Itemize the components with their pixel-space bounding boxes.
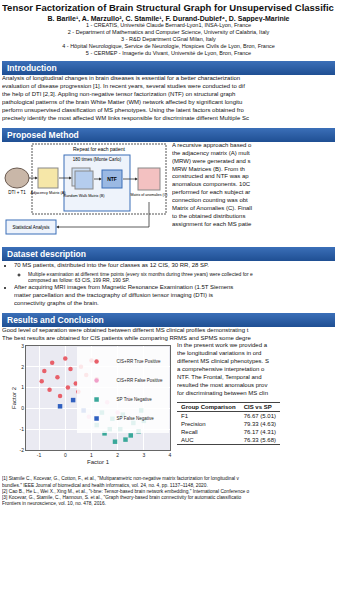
html-text:for discriminating between MS: for discriminating between MS clin xyxy=(177,389,268,396)
html-text:connectivity graphs of the bra: connectivity graphs of the brain. xyxy=(14,299,99,306)
html-text:4 - Hôpital Neurologique, Serv: 4 - Hôpital Neurologique, Service de Neu… xyxy=(62,42,275,49)
html-text:evaluation of disease progress: evaluation of disease progression [1]. I… xyxy=(2,83,245,90)
html-text:to the obtained distributions: to the obtained distributions xyxy=(172,213,246,219)
svg-text:2: 2 xyxy=(21,364,24,370)
html-text:composed as follow: 63 CIS, 19: composed as follow: 63 CIS, 199 RR, 190 … xyxy=(28,277,130,284)
html-text:(MRW) were generated and s: (MRW) were generated and s xyxy=(172,157,251,164)
html-text:5 - CERMEP - Imagerie du Vivan: 5 - CERMEP - Imagerie du Vivant, Univers… xyxy=(85,49,252,56)
html-text:NTF. The Frontal, Temporal and: NTF. The Frontal, Temporal and xyxy=(177,374,262,381)
html-text:assignment for each MS patie: assignment for each MS patie xyxy=(172,220,252,227)
html-text:In the present work we provide: In the present work we provided a xyxy=(177,342,268,349)
html-text:Introduction: Introduction xyxy=(7,63,57,74)
html-text:B. Barile¹, A. Marzullo², C. S: B. Barile¹, A. Marzullo², C. Stamile¹, F… xyxy=(47,15,290,22)
html-text:Recall: Recall xyxy=(181,428,198,435)
html-text:Group Comparison: Group Comparison xyxy=(181,403,236,410)
svg-text:4: 4 xyxy=(169,452,172,458)
html-text:A recursive approach based o: A recursive approach based o xyxy=(172,141,252,148)
html-text:resulted the most anomalous pr: resulted the most anomalous prov xyxy=(177,382,268,388)
html-text:3 - R&D Department CGnal Milan: 3 - R&D Department CGnal Milan, Italy xyxy=(121,35,216,42)
html-text:Good level of separation were: Good level of separation were obtained b… xyxy=(2,326,249,333)
html-text:Frontiers in neuroscience, vol: Frontiers in neuroscience, vol. 10, no. … xyxy=(2,501,106,507)
svg-text:-1: -1 xyxy=(37,452,42,458)
html-text:AUC: AUC xyxy=(181,436,194,443)
html-text:[3] Kocevar, G., Stamile, C.,: [3] Kocevar, G., Stamile, C., Hannoun, S… xyxy=(2,495,242,501)
svg-text:1: 1 xyxy=(21,385,24,391)
html-text:79.33 (4.63): 79.33 (4.63) xyxy=(243,420,276,427)
html-text:the adjacency matrix (A) mult: the adjacency matrix (A) mult xyxy=(172,149,250,156)
svg-text:SP False Negative: SP False Negative xyxy=(117,417,155,422)
html-text:2 - Department of Mathematics: 2 - Department of Mathematics and Comput… xyxy=(67,28,270,35)
html-text:connection counting was obt: connection counting was obt xyxy=(172,197,248,204)
svg-text:Factor 1: Factor 1 xyxy=(87,459,110,465)
svg-text:Random Walk Matrix (B): Random Walk Matrix (B) xyxy=(63,194,105,198)
svg-text:Repeat for each patient: Repeat for each patient xyxy=(73,146,126,152)
html-text:[2] Cao B., He L., Wei X., Xin: [2] Cao B., He L., Wei X., Xing M., et a… xyxy=(2,488,250,494)
html-text:anomalous components. 10C: anomalous components. 10C xyxy=(172,181,250,188)
svg-text:CIS+RR False Positive: CIS+RR False Positive xyxy=(117,379,163,384)
html-text:the help of DTI [2,3]. Appling: the help of DTI [2,3]. Appling non-negat… xyxy=(2,91,236,98)
svg-text:1: 1 xyxy=(90,452,93,458)
html-text:After acquiring MRI images fro: After acquiring MRI images from Magnetic… xyxy=(14,283,234,290)
svg-text:DTI + T1: DTI + T1 xyxy=(8,190,26,195)
svg-text:NTF: NTF xyxy=(107,176,117,182)
html-text:CIS vs SP: CIS vs SP xyxy=(243,403,272,410)
html-text:76.67 (5.01): 76.67 (5.01) xyxy=(243,412,276,419)
html-text:1 - CREATIS, Université Claude: 1 - CREATIS, Université Claude Bernard-L… xyxy=(85,22,252,28)
html-text:pathological patterns of the b: pathological patterns of the brain White… xyxy=(2,99,243,106)
html-text:F1: F1 xyxy=(181,412,188,419)
html-text:Precision: Precision xyxy=(181,420,206,427)
html-text:Results and Conclusion: Results and Conclusion xyxy=(7,314,104,325)
html-text:Analysis of longitudinal chang: Analysis of longitudinal changes in brai… xyxy=(2,75,241,82)
html-text:Matrix of Anomalies (C). Final: Matrix of Anomalies (C). Finall xyxy=(172,205,252,212)
html-text:[1] Stamile C., Kocevar, G., C: [1] Stamile C., Kocevar, G., Cotton, F.,… xyxy=(2,476,239,482)
html-text:MRW Matrices (B). From th: MRW Matrices (B). From th xyxy=(172,165,245,172)
svg-text:3: 3 xyxy=(142,452,145,458)
svg-text:-1: -1 xyxy=(20,426,25,432)
svg-text:Statistical Analysis: Statistical Analysis xyxy=(12,225,50,230)
svg-text:Factor 2: Factor 2 xyxy=(11,387,17,410)
svg-text:180 times (Monte Carlo): 180 times (Monte Carlo) xyxy=(73,157,122,162)
svg-text:2: 2 xyxy=(116,452,119,458)
svg-text:0: 0 xyxy=(21,406,24,412)
html-text:76.17 (4.31): 76.17 (4.31) xyxy=(243,428,276,435)
svg-text:0: 0 xyxy=(64,452,67,458)
svg-text:Matrix of anomalies (C): Matrix of anomalies (C) xyxy=(130,193,167,197)
html-text:Dataset description: Dataset description xyxy=(7,248,86,259)
html-text:constructed and NTF was ap: constructed and NTF was ap xyxy=(172,173,249,180)
html-text:performed for each subject ar: performed for each subject ar xyxy=(172,189,251,196)
html-text:70 MS patients, distributed in: 70 MS patients, distributed into the fou… xyxy=(14,261,209,268)
html-text:perform unsupervised classific: perform unsupervised classification of M… xyxy=(2,107,244,113)
html-text:76.33 (5.68): 76.33 (5.68) xyxy=(243,436,276,443)
html-text:Tensor Factorization of Brain: Tensor Factorization of Brain Structural… xyxy=(2,2,334,13)
html-text:The best results are obtained: The best results are obtained for CIS pa… xyxy=(2,334,251,341)
html-text:a comprehensive interpretation: a comprehensive interpretation o xyxy=(177,366,265,373)
html-text:Proposed Method: Proposed Method xyxy=(7,129,79,140)
html-text:matter parcellation and the tr: matter parcellation and the tractography… xyxy=(14,291,213,298)
html-text:precisely identify the most af: precisely identify the most affected WM … xyxy=(2,114,249,121)
svg-text:CIS+RR True Positive: CIS+RR True Positive xyxy=(117,360,161,365)
html-text:different MS clinical phenotyp: different MS clinical phenotypes. S xyxy=(177,358,269,365)
html-text:bundles." IEEE Journal of biom: bundles." IEEE Journal of biomedical and… xyxy=(2,482,208,488)
svg-text:Adjacency Matrix (A): Adjacency Matrix (A) xyxy=(30,191,66,195)
svg-text:-2: -2 xyxy=(20,447,25,453)
svg-text:SP True Negative: SP True Negative xyxy=(117,398,153,403)
html-text:Multiple examination at differ: Multiple examination at different time p… xyxy=(28,270,253,277)
html-text:the longitudinal variations in: the longitudinal variations in ord xyxy=(177,350,262,357)
svg-text:3: 3 xyxy=(21,343,24,349)
